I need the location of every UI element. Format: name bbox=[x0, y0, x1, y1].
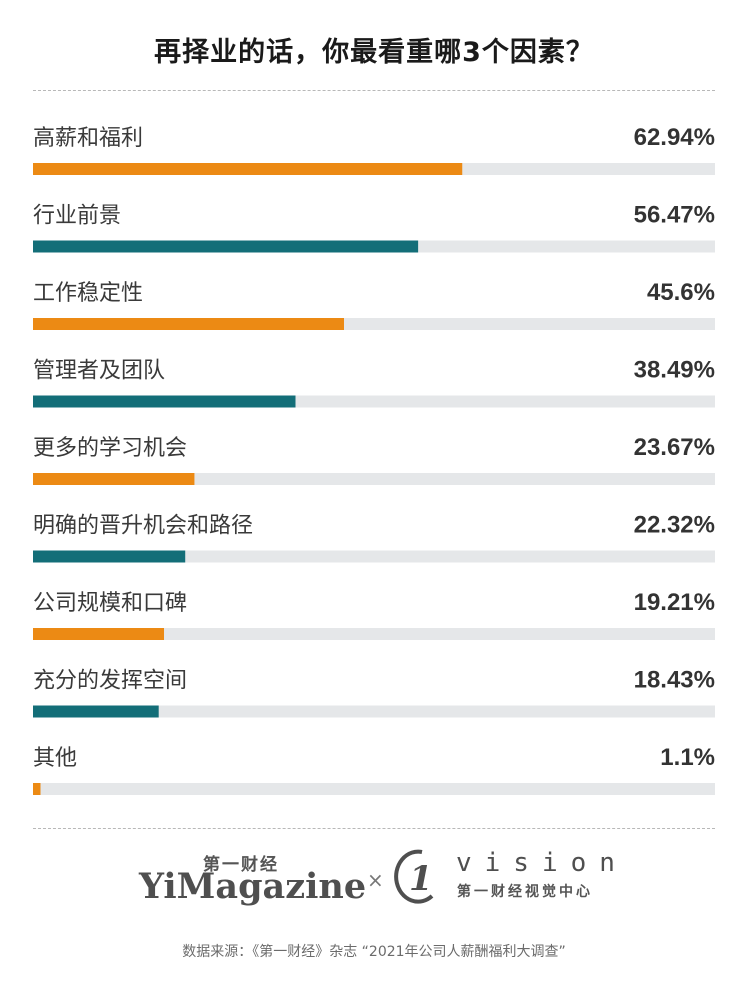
chart-title: 再择业的话，你最看重哪3个因素？ bbox=[154, 37, 594, 68]
category-label: 更多的学习机会 bbox=[33, 436, 187, 461]
bar-track bbox=[33, 550, 715, 563]
category-label: 充分的发挥空间 bbox=[33, 669, 187, 694]
value-label: 22.32% bbox=[634, 512, 715, 539]
value-label: 38.49% bbox=[634, 357, 715, 384]
bar bbox=[33, 318, 344, 330]
bar-row: 管理者及团队 38.49% bbox=[33, 357, 715, 408]
category-label: 管理者及团队 bbox=[33, 359, 165, 384]
value-label: 62.94% bbox=[634, 124, 715, 151]
vision-logo-mark-icon: 1 bbox=[394, 849, 434, 904]
bottom-divider bbox=[33, 828, 715, 829]
category-label: 行业前景 bbox=[33, 204, 121, 229]
value-label: 1.1% bbox=[660, 744, 715, 771]
data-source: 数据来源：《第一财经》杂志 “2021年公司人薪酬福利大调查” bbox=[182, 944, 566, 960]
bar bbox=[33, 240, 419, 253]
bar-row: 充分的发挥空间 18.43% bbox=[33, 667, 715, 718]
category-label: 工作稳定性 bbox=[33, 281, 143, 306]
bar bbox=[33, 628, 165, 640]
vision-logo: vision bbox=[456, 848, 628, 878]
bar bbox=[33, 163, 463, 175]
bar bbox=[33, 783, 41, 795]
bar bbox=[33, 550, 186, 563]
bar-row: 更多的学习机会 23.67% bbox=[33, 434, 715, 485]
vision-cn-logo: 第一财经视觉中心 bbox=[457, 884, 593, 900]
bar-track bbox=[33, 628, 715, 640]
yimagazine-logo: YiMagazine bbox=[139, 866, 367, 907]
value-label: 18.43% bbox=[634, 667, 715, 694]
bar bbox=[33, 473, 195, 485]
value-label: 23.67% bbox=[634, 434, 715, 461]
bar-row: 行业前景 56.47% bbox=[33, 202, 715, 253]
category-label: 明确的晋升机会和路径 bbox=[33, 514, 253, 539]
value-label: 45.6% bbox=[647, 279, 715, 306]
bar bbox=[33, 395, 296, 408]
bar-row: 工作稳定性 45.6% bbox=[33, 279, 715, 330]
top-divider bbox=[33, 90, 715, 91]
vision-mark-glyph: 1 bbox=[409, 859, 433, 899]
times-icon: × bbox=[367, 868, 384, 892]
value-label: 56.47% bbox=[634, 202, 715, 229]
value-label: 19.21% bbox=[634, 589, 715, 616]
bar-track bbox=[33, 783, 715, 795]
yimagazine-cn-logo: 第一财经 bbox=[203, 855, 279, 875]
bar bbox=[33, 705, 159, 718]
bar-track bbox=[33, 473, 715, 485]
bar-row: 明确的晋升机会和路径 22.32% bbox=[33, 512, 715, 563]
bar-row: 高薪和福利 62.94% bbox=[33, 124, 715, 175]
category-label: 其他 bbox=[33, 746, 77, 771]
category-label: 公司规模和口碑 bbox=[33, 591, 187, 616]
bar-row: 公司规模和口碑 19.21% bbox=[33, 589, 715, 640]
bar-track bbox=[33, 705, 715, 718]
logo-area: 第一财经 YiMagazine × 1 vision 第一财经视觉中心 bbox=[0, 836, 748, 916]
bar-row: 其他 1.1% bbox=[33, 744, 715, 795]
category-label: 高薪和福利 bbox=[33, 126, 143, 151]
